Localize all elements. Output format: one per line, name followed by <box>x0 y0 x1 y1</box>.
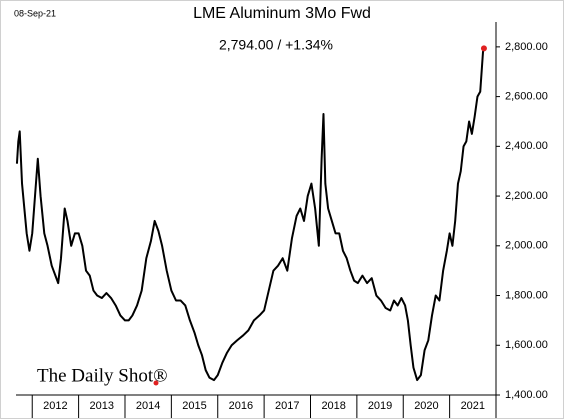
last-point <box>480 45 487 52</box>
y-tick-label: 1,400.00 <box>505 389 548 401</box>
y-tick-label: 2,800.00 <box>505 41 548 53</box>
y-tick-label: 1,600.00 <box>505 339 548 351</box>
x-tick-label: 2016 <box>229 400 253 412</box>
x-tick-label: 2017 <box>275 400 299 412</box>
y-tick-label: 2,000.00 <box>505 240 548 252</box>
x-tick-label: 2013 <box>90 400 114 412</box>
x-tick-label: 2018 <box>321 400 345 412</box>
x-tick-label: 2019 <box>368 400 392 412</box>
date-label: 08-Sep-21 <box>14 8 56 18</box>
chart-title: LME Aluminum 3Mo Fwd <box>193 5 371 22</box>
logo-dot <box>153 380 159 386</box>
y-tick-label: 2,600.00 <box>505 91 548 103</box>
x-tick-label: 2020 <box>414 400 438 412</box>
price-line <box>15 48 485 382</box>
x-tick-label: 2014 <box>136 400 160 412</box>
y-tick-label: 1,800.00 <box>505 289 548 301</box>
price-annotation: 2,794.00 / +1.34% <box>219 37 333 53</box>
x-tick-label: 2012 <box>43 400 67 412</box>
y-tick-label: 2,400.00 <box>505 140 548 152</box>
y-tick-label: 2,200.00 <box>505 190 548 202</box>
x-tick-label: 2021 <box>461 400 485 412</box>
logo: The Daily Shot® <box>37 365 168 386</box>
x-tick-label: 2015 <box>182 400 206 412</box>
